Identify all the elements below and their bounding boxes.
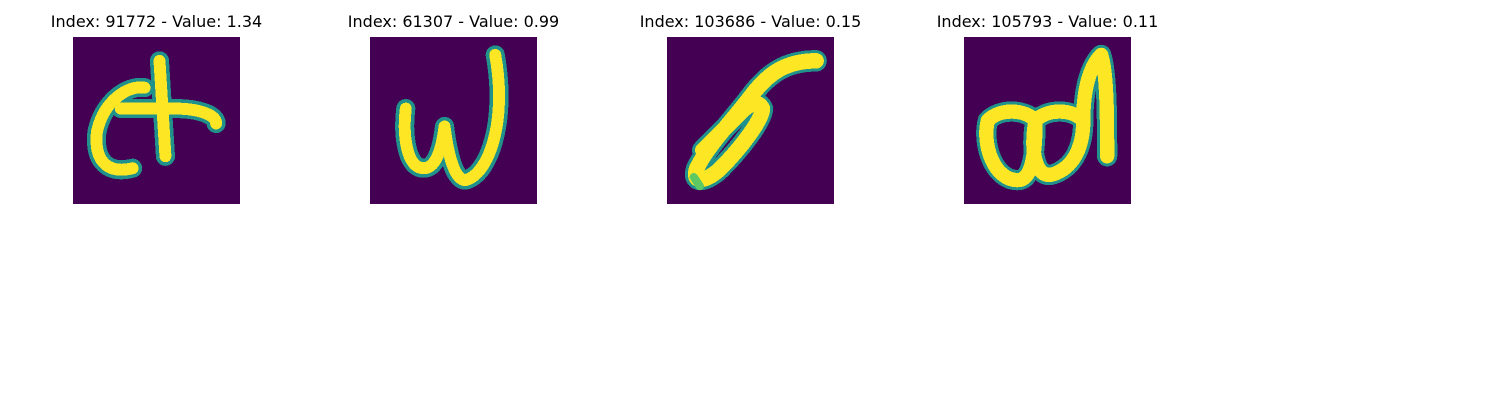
handwritten-character-image <box>73 37 240 204</box>
panel-title: Index: 61307 - Value: 0.99 <box>347 12 560 31</box>
handwritten-character-image <box>370 37 537 204</box>
handwritten-character-image <box>667 37 834 204</box>
panel-title: Index: 105793 - Value: 0.11 <box>936 12 1159 31</box>
handwritten-character-image <box>964 37 1131 204</box>
panel-title: Index: 103686 - Value: 0.15 <box>639 12 862 31</box>
panel-title: Index: 91772 - Value: 1.34 <box>50 12 263 31</box>
